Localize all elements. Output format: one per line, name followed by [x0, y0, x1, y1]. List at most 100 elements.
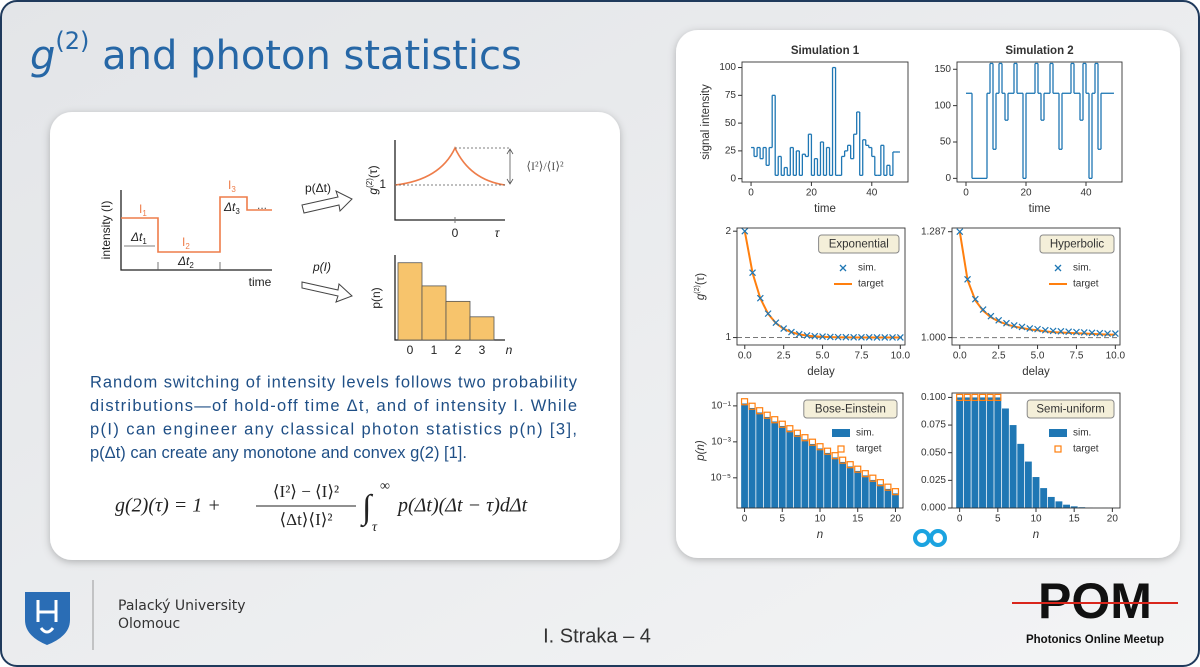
formula-lhs: g(2)(τ) = 1 +: [115, 495, 221, 517]
bar: [1002, 408, 1009, 508]
level-label: I2: [182, 235, 190, 251]
y-tick-label: 0: [945, 173, 951, 184]
label-sub: 2: [185, 242, 190, 251]
chart: 0 20 40 0 25 50 75 100 Simulation 1 time signal in…: [700, 45, 909, 215]
marker: [1018, 323, 1026, 331]
marker: [865, 333, 873, 341]
x-tick-label: 2.5: [777, 351, 791, 362]
plot-frame: [741, 61, 909, 183]
ellipsis: ...: [257, 198, 267, 212]
bar: [846, 466, 854, 508]
logo-mark: [36, 600, 58, 634]
marker: [771, 416, 779, 424]
y-tick-label: 10⁻⁵: [710, 472, 731, 483]
annotation: Semi-uniform: [1036, 404, 1104, 416]
bar: [994, 397, 1002, 508]
marker: [756, 294, 764, 302]
level-label: I1: [139, 202, 147, 218]
marker: [978, 393, 987, 402]
marker: [881, 334, 889, 341]
annotation: Hyperbolic: [1050, 239, 1105, 251]
marker: [1096, 329, 1104, 337]
x-tick-label: 20: [1107, 514, 1119, 525]
bar: [861, 475, 869, 508]
marker: [1104, 330, 1111, 337]
marker: [826, 333, 834, 341]
axis: [120, 190, 272, 271]
university: Palacký University: [118, 598, 246, 614]
tick-label: 2: [455, 343, 462, 357]
y-tick-label: 10⁻³: [711, 436, 731, 447]
x-axis-label: delay: [807, 366, 835, 378]
plot-frame: [956, 61, 1123, 183]
marker: [816, 443, 824, 451]
bar: [801, 439, 809, 508]
x-tick-label: 0.0: [738, 351, 752, 362]
integrand: p(Δt)(Δt − τ)dΔt: [396, 495, 528, 517]
marker: [749, 269, 756, 277]
y-tick-label: 50: [940, 137, 952, 148]
y-tick-label: 100: [719, 62, 736, 73]
y-tick-label: 150: [934, 64, 951, 75]
marker: [850, 333, 858, 341]
marker: [876, 479, 884, 487]
plot-frame: [736, 227, 906, 346]
legend-label: target: [858, 279, 884, 290]
marker: [1080, 329, 1088, 336]
y-tick-label: 0.100: [921, 392, 946, 403]
y-axis-label: signal intensity: [700, 84, 712, 160]
marker: [979, 306, 987, 313]
chart-title: Simulation 2: [1005, 45, 1073, 57]
y-tick-label: 75: [725, 90, 737, 101]
x-tick-label: 2.5: [992, 351, 1006, 362]
body-text: Random switching of intensity levels fol…: [90, 373, 578, 462]
level-label: I3: [228, 178, 236, 194]
label-base: I: [228, 178, 231, 192]
marker: [1057, 327, 1065, 335]
arrow-label: p(I): [312, 260, 331, 274]
annotation-box: [1039, 234, 1115, 254]
tick-label: τ: [495, 226, 501, 240]
icon: [929, 529, 947, 547]
label-sub: 2: [189, 261, 194, 270]
intensity-trace: [121, 196, 272, 253]
marker: [884, 483, 892, 491]
x-tick-label: 5: [995, 514, 1001, 525]
marker: [1026, 324, 1034, 332]
marker: [780, 325, 788, 332]
left-panel: [50, 112, 620, 560]
marker: [788, 328, 795, 336]
marker: [889, 334, 896, 341]
label-base: Δt: [223, 200, 236, 214]
bar: [854, 470, 862, 508]
chart: 0.0 2.5 5.0 7.5 10.0 1.000 1.287 delay Hyperboli…: [921, 226, 1126, 378]
y-tick-label: 1.287: [921, 226, 946, 237]
axis-label: time: [249, 275, 272, 289]
x-tick-label: 0: [748, 188, 754, 199]
annotation: Exponential: [829, 239, 889, 251]
body-line: Random switching of intensity levels fol…: [90, 373, 578, 391]
bar: [763, 416, 771, 508]
bar: [1017, 443, 1025, 508]
bar: [824, 452, 831, 508]
marker: [741, 227, 749, 235]
legend-swatch: [839, 264, 847, 272]
marker: [846, 461, 854, 469]
label-sup: (2): [694, 285, 701, 294]
y-tick-label: 10⁻¹: [711, 401, 731, 412]
marker: [956, 393, 964, 402]
bar: [986, 397, 994, 508]
label-sub: 3: [235, 207, 240, 216]
y-tick-label: 25: [725, 146, 737, 157]
tick-label: 3: [479, 343, 486, 357]
y-tick-label: 0.025: [921, 475, 946, 486]
y-tick-label: 0: [730, 173, 736, 184]
marker: [1088, 329, 1096, 337]
legend-label: sim.: [858, 263, 876, 274]
marker: [995, 316, 1003, 324]
bar: [831, 457, 839, 508]
legend-label: sim.: [856, 428, 874, 439]
bar: [809, 443, 816, 508]
x-tick-label: 10.0: [891, 351, 911, 362]
x-axis-label: n: [1033, 529, 1039, 541]
